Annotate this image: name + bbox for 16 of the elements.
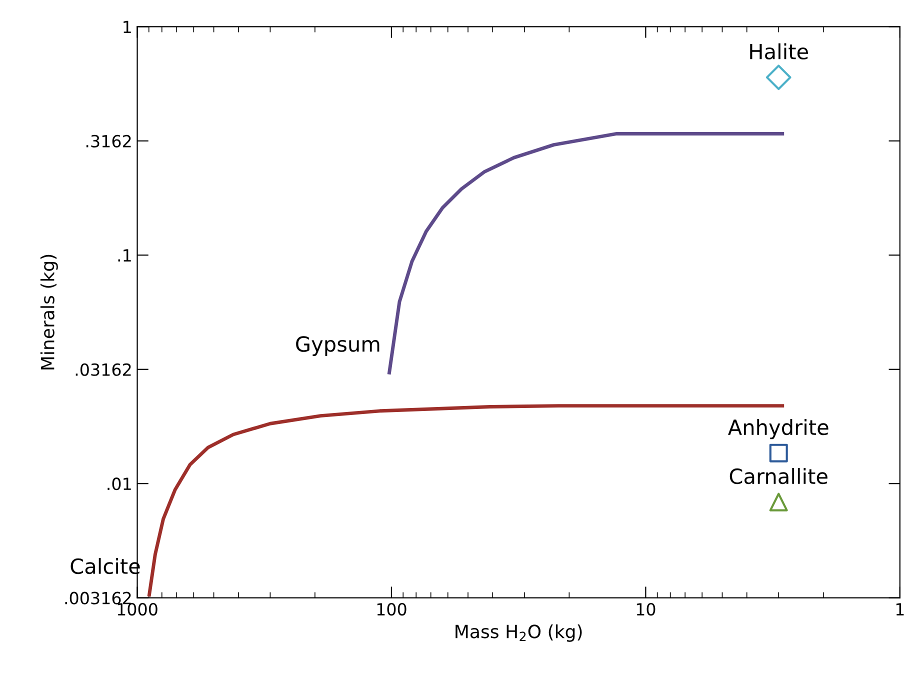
x-tick-label: 1000 [118, 602, 158, 616]
series-label: Carnallite [730, 468, 828, 484]
x-tick-label: 100 [377, 602, 406, 616]
y-tick-label: .003162 [65, 592, 131, 604]
series-label: Halite [750, 43, 808, 60]
y-axis-title: Minerals (kg) [40, 254, 58, 370]
x-tick-label: 10 [636, 602, 656, 616]
y-tick-label: 1 [124, 20, 131, 34]
y-tick-label: .1 [118, 249, 131, 262]
y-tick-label: .01 [108, 478, 131, 490]
x-axis-title: Mass H$_{2}$O (kg) [456, 624, 582, 642]
y-tick-label: .3162 [86, 134, 131, 148]
series-label: Gypsum [296, 336, 380, 356]
series-label: Anhydrite [728, 419, 828, 440]
y-tick-label: .03162 [76, 363, 131, 376]
x-tick-label: 1 [896, 603, 904, 616]
